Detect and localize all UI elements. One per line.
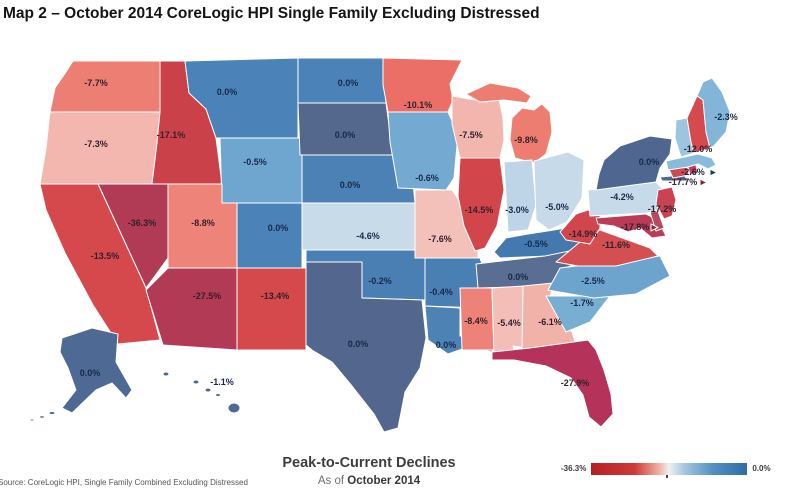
state-label-hi: -1.1%	[210, 377, 234, 387]
legend-asof: As of October 2014	[266, 475, 472, 487]
state-label-oh: -5.0%	[545, 202, 569, 212]
state-new-jersey	[655, 186, 677, 220]
state-label-ut: -8.8%	[191, 218, 215, 228]
state-label-ri: -17.7%	[669, 177, 698, 187]
state-label-tx: 0.0%	[348, 339, 369, 349]
state-label-ks: -4.6%	[356, 231, 380, 241]
state-label-az: -27.5%	[193, 291, 222, 301]
state-label-ky: -0.5%	[524, 239, 548, 249]
state-label-ma: -2.6%	[681, 167, 705, 177]
state-wyoming	[219, 137, 306, 204]
colorbar-min-label: -36.3%	[561, 464, 587, 473]
colorbar-gradient	[591, 463, 748, 478]
colorbar-tick	[666, 475, 669, 478]
state-label-ca: -13.5%	[91, 251, 120, 261]
state-ohio	[533, 151, 585, 231]
state-label-ia: -0.6%	[415, 173, 439, 183]
state-label-fl: -27.9%	[561, 378, 590, 388]
state-label-wa: -7.7%	[84, 78, 108, 88]
state-label-ga: -6.1%	[538, 317, 562, 327]
state-label-nj: -17.2%	[648, 204, 677, 214]
label-leader-arrows	[650, 168, 718, 232]
state-south-dakota	[297, 102, 394, 156]
state-kansas	[301, 202, 416, 251]
leader-arrow-md	[650, 223, 659, 232]
state-label-or: -7.3%	[84, 139, 108, 149]
state-label-ok: -0.2%	[368, 276, 392, 286]
state-label-va: -11.6%	[602, 240, 630, 250]
state-label-mo: -7.6%	[428, 234, 452, 244]
state-label-tn: 0.0%	[508, 272, 529, 282]
state-label-md: -17.8%	[621, 222, 650, 232]
state-arizona	[145, 267, 238, 351]
state-label-la: 0.0%	[436, 340, 457, 350]
state-michigan	[465, 82, 553, 164]
state-labels-layer: -7.7% -7.3% -13.5% -36.3% -17.1% 0.0% -0…	[80, 78, 738, 388]
state-wisconsin	[451, 94, 505, 159]
state-hawaii	[162, 371, 241, 414]
leader-arrow-ri	[699, 178, 708, 187]
state-label-mt: 0.0%	[217, 87, 238, 97]
state-label-sc: -1.7%	[570, 298, 594, 308]
state-label-nd: 0.0%	[338, 78, 359, 88]
state-label-me: -2.3%	[714, 112, 738, 122]
state-label-co: 0.0%	[268, 223, 289, 233]
legend-title: Peak-to-Current Declines	[282, 455, 456, 471]
state-west-virginia	[559, 209, 601, 245]
state-minnesota	[382, 57, 463, 113]
state-colorado	[236, 202, 303, 269]
state-alaska	[29, 327, 133, 422]
state-label-wy: -0.5%	[243, 157, 267, 167]
state-label-ne: 0.0%	[340, 180, 361, 190]
state-label-nc: -2.5%	[581, 276, 605, 286]
source-note: Source: CoreLogic HPI, Single Family Com…	[0, 478, 248, 487]
state-indiana	[503, 159, 537, 233]
state-label-ak: 0.0%	[80, 368, 101, 378]
state-label-mn: -10.1%	[404, 100, 433, 110]
state-label-ms: -8.4%	[464, 316, 488, 326]
leader-arrow-ma	[709, 168, 718, 177]
state-label-mi: -9.8%	[514, 135, 538, 145]
state-label-nh: -12.0%	[684, 144, 713, 154]
state-massachusetts	[665, 153, 717, 171]
state-delaware	[649, 210, 665, 232]
states-layer	[29, 57, 731, 433]
state-label-wv: -14.9%	[569, 229, 598, 239]
legend-asof-prefix: As of	[317, 475, 348, 487]
state-label-sd: 0.0%	[335, 130, 356, 140]
state-california	[39, 183, 161, 345]
state-illinois	[457, 157, 505, 252]
state-florida	[491, 339, 614, 428]
state-label-il: -14.5%	[465, 205, 494, 215]
state-label-al: -5.4%	[497, 318, 521, 328]
colorbar-max-label: 0.0%	[752, 464, 771, 473]
map-title: Map 2 – October 2014 CoreLogic HPI Singl…	[3, 5, 540, 22]
state-label-id: -17.1%	[157, 130, 186, 140]
state-label-pa: -4.2%	[610, 192, 634, 202]
state-label-in: -3.0%	[505, 205, 529, 215]
state-label-ar: -0.4%	[429, 287, 453, 297]
state-label-nm: -13.4%	[261, 291, 290, 301]
state-texas	[305, 261, 427, 433]
state-maine	[696, 77, 731, 149]
state-new-mexico	[236, 267, 307, 351]
legend-asof-date: October 2014	[347, 475, 421, 487]
state-label-ny: 0.0%	[639, 157, 660, 167]
colorbar: -36.3% 0.0%	[561, 463, 771, 478]
state-label-nv: -36.3%	[128, 218, 157, 228]
state-label-wi: -7.5%	[459, 130, 483, 140]
state-iowa	[387, 111, 459, 191]
